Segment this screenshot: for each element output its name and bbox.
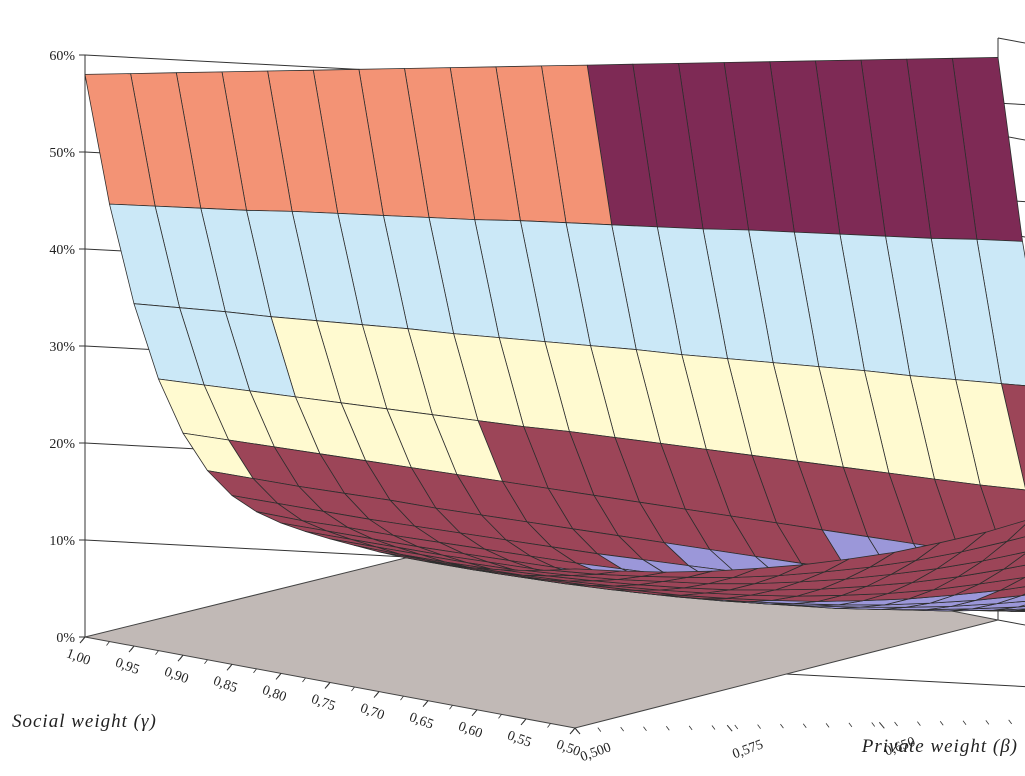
x-minor-tick	[917, 721, 921, 726]
x-minor-tick	[780, 723, 784, 729]
x-tick-label: 0,575	[731, 737, 766, 762]
y-minor-tick	[326, 682, 331, 687]
y-minor-tick	[253, 668, 257, 674]
y-tick-label: 0,60	[456, 719, 484, 741]
x-minor-tick	[734, 724, 739, 730]
y-tick-label: 0,50	[554, 737, 582, 759]
y-tick-label: 0,95	[113, 656, 141, 678]
y-minor-tick	[130, 645, 135, 651]
x-minor-tick	[620, 726, 624, 732]
x-minor-tick	[574, 727, 579, 733]
y-tick-label: 0,90	[162, 665, 190, 687]
x-minor-tick	[962, 720, 967, 726]
x-tick-mark	[878, 722, 885, 729]
y-minor-tick	[522, 718, 527, 724]
x-minor-tick	[643, 726, 647, 731]
y-minor-tick	[81, 636, 86, 642]
z-tick-label: 20%	[49, 437, 75, 452]
y-minor-tick	[351, 686, 355, 692]
z-tick-label: 0%	[56, 631, 75, 646]
x-minor-tick	[1008, 719, 1012, 725]
surface-mesh	[84, 57, 1025, 613]
x-minor-tick	[985, 720, 990, 725]
x-tick-label: 0,500	[578, 740, 613, 765]
z-axis-ticks: 0% 10% 20% 30% 40% 50% 60%	[49, 49, 85, 646]
x-minor-tick	[665, 726, 670, 731]
y-axis-title: Social weight (γ)	[12, 711, 157, 732]
z-tick-label: 40%	[49, 243, 75, 258]
surface-cell	[550, 568, 621, 575]
x-minor-tick	[871, 722, 876, 727]
x-axis-title: Private weight (β)	[861, 736, 1018, 757]
y-minor-tick	[302, 677, 306, 683]
y-minor-tick	[179, 654, 184, 660]
x-minor-tick	[848, 722, 853, 728]
y-tick-label: 0,80	[260, 683, 288, 705]
y-tick-label: 0,85	[211, 674, 239, 696]
y-minor-tick	[571, 727, 576, 733]
y-minor-tick	[204, 659, 208, 664]
z-tick-label: 30%	[49, 340, 75, 355]
y-minor-tick	[155, 650, 159, 655]
x-minor-tick	[597, 727, 602, 732]
y-minor-tick	[277, 673, 282, 678]
y-minor-tick	[228, 664, 233, 669]
y-minor-tick	[473, 709, 478, 715]
y-minor-tick	[106, 641, 110, 646]
x-minor-tick	[802, 723, 807, 728]
z-tick-label: 10%	[49, 534, 75, 549]
y-minor-tick	[547, 723, 551, 728]
x-minor-tick	[757, 724, 761, 729]
x-minor-tick	[688, 725, 693, 731]
y-tick-label: 0,65	[407, 710, 435, 732]
z-tick-label: 50%	[49, 146, 75, 161]
z-tick-label: 60%	[49, 49, 75, 64]
y-minor-tick	[424, 700, 429, 705]
y-tick-label: 1,00	[64, 646, 92, 668]
y-minor-tick	[449, 705, 453, 710]
x-minor-tick	[939, 720, 944, 726]
y-minor-tick	[498, 714, 502, 719]
x-minor-tick	[894, 721, 898, 727]
x-minor-tick	[711, 725, 716, 730]
x-tick-mark	[726, 724, 733, 732]
y-tick-label: 0,70	[358, 701, 386, 723]
y-tick-label: 0,75	[309, 692, 337, 714]
y-tick-label: 0,55	[505, 728, 533, 750]
y-minor-tick	[400, 695, 404, 701]
x-minor-tick	[825, 723, 830, 728]
y-minor-tick	[375, 691, 380, 696]
